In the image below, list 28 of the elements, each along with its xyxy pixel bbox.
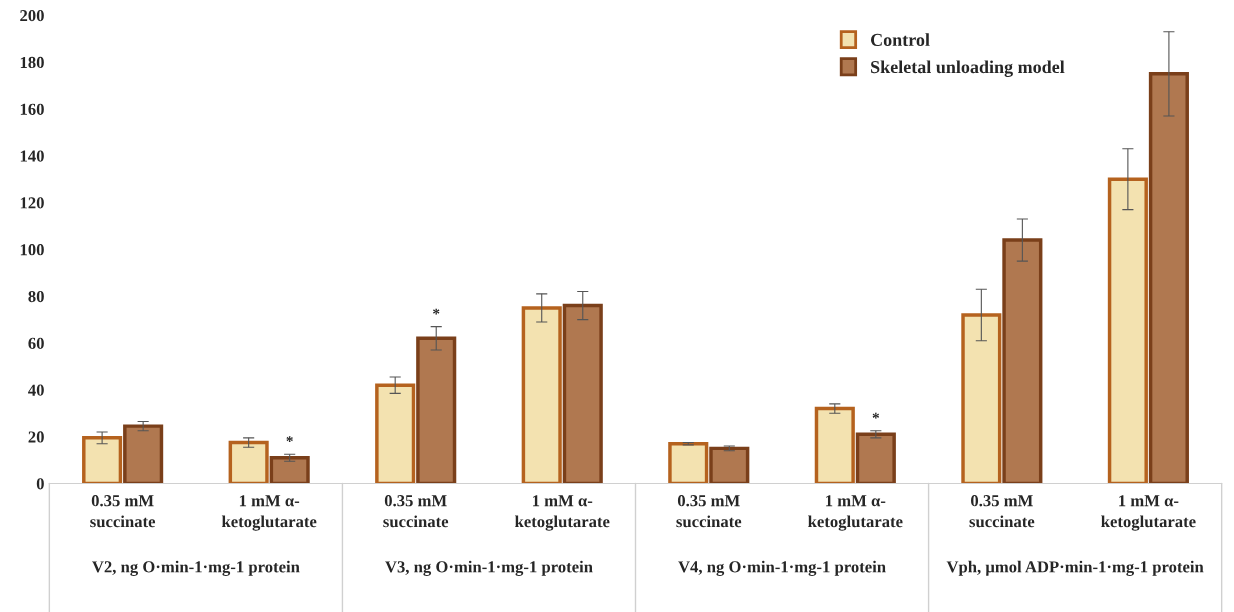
y-tick-label: 40 xyxy=(28,384,44,396)
text: V3, ng O·min-1·mg-1 protein xyxy=(385,560,593,576)
y-tick-label: 20 xyxy=(28,431,44,443)
x-tick-label: 0.35 mM succinate xyxy=(969,495,1035,528)
y-tick-label: 180 xyxy=(20,56,44,69)
x-tick-label: 0.35 mM succinate xyxy=(676,495,742,528)
legend-label: Skeletal unloading model xyxy=(871,60,1065,77)
y-tick-label: 60 xyxy=(28,337,44,349)
text: V2, ng O·min-1·mg-1 protein xyxy=(92,560,300,576)
data-label: * xyxy=(433,308,440,315)
x-tick-label: 1 mM α- ketoglutarate xyxy=(808,495,903,531)
y-tick-label: 200 xyxy=(20,10,44,22)
legend-label: Control xyxy=(870,33,930,46)
y-tick-label: 120 xyxy=(20,197,44,209)
y-tick-label: 100 xyxy=(20,244,44,256)
x-tick-label: 0.35 mM succinate xyxy=(90,495,156,528)
data-label: * xyxy=(286,436,293,442)
y-tick-label: 80 xyxy=(28,290,44,303)
y-tick-label: 160 xyxy=(20,103,44,115)
y-tick-label: 0 xyxy=(36,478,44,490)
x-tick-label: 1 mM α- ketoglutarate xyxy=(1101,495,1196,531)
text: Vph, μmol ADP·min-1·mg-1 protein xyxy=(946,560,1204,576)
text: V4, ng O·min-1·mg-1 protein xyxy=(678,560,886,576)
y-tick-label: 140 xyxy=(20,150,44,162)
x-tick-label: 1 mM α- ketoglutarate xyxy=(221,495,317,531)
data-label: * xyxy=(872,412,880,419)
x-tick-label: 1 mM α- ketoglutarate xyxy=(514,495,610,531)
x-tick-label: 0.35 mM succinate xyxy=(383,495,449,528)
